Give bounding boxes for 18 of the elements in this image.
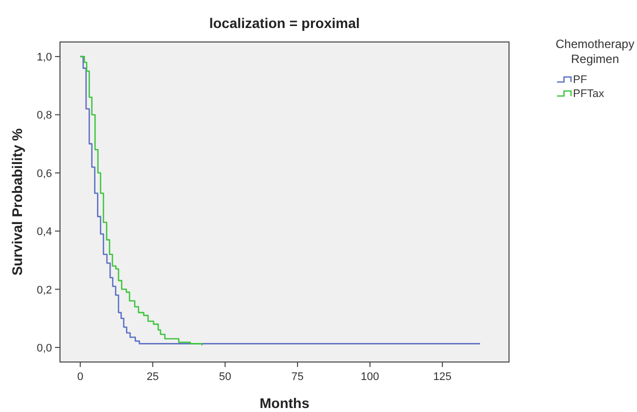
y-tick-label: 0,4: [36, 226, 52, 238]
y-tick-label: 0,2: [36, 284, 52, 296]
x-axis-title: Months: [260, 395, 310, 411]
x-tick-label: 100: [360, 371, 380, 383]
legend-label: PF: [573, 74, 588, 86]
y-axis-title: Survival Probability %: [9, 128, 25, 276]
x-tick-label: 0: [77, 371, 84, 383]
y-tick-label: 1,0: [36, 52, 52, 64]
chart-title: localization = proximal: [209, 15, 360, 31]
legend-label: PFTax: [573, 88, 605, 100]
x-tick-label: 25: [146, 371, 159, 383]
y-tick-label: 0,0: [36, 342, 52, 354]
x-tick-label: 125: [433, 371, 452, 383]
legend-title: Chemotherapy Regimen: [556, 37, 634, 66]
x-tick-label: 75: [291, 371, 304, 383]
y-tick-label: 0,8: [36, 110, 52, 122]
x-tick-label: 50: [218, 371, 232, 383]
y-tick-label: 0,6: [36, 168, 52, 180]
